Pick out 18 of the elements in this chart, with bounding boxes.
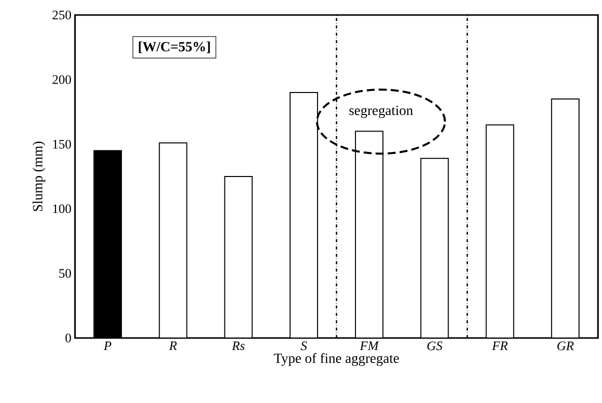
annotation: [W/C=55%] bbox=[138, 42, 210, 54]
x-tick-label: Rs bbox=[232, 342, 245, 350]
x-tick-label: FR bbox=[492, 342, 508, 350]
y-tick-label: 0 bbox=[66, 334, 71, 342]
x-axis-title: Type of fine aggregate bbox=[274, 353, 399, 366]
x-tick-label: FM bbox=[360, 342, 380, 350]
x-tick-label: GR bbox=[557, 342, 574, 350]
y-tick-label: 150 bbox=[53, 140, 71, 149]
y-axis-title: Slump (mm) bbox=[32, 142, 46, 212]
x-tick-label: P bbox=[104, 342, 112, 350]
y-tick-label: 250 bbox=[52, 10, 71, 20]
y-tick-label: 50 bbox=[59, 269, 71, 278]
x-tick-label: S bbox=[300, 342, 307, 350]
annotation: segregation bbox=[349, 106, 413, 118]
y-tick-label: 200 bbox=[52, 75, 71, 84]
y-tick-label: 100 bbox=[53, 204, 71, 214]
x-tick-label: GS bbox=[427, 342, 442, 350]
x-tick-label: R bbox=[169, 342, 177, 350]
